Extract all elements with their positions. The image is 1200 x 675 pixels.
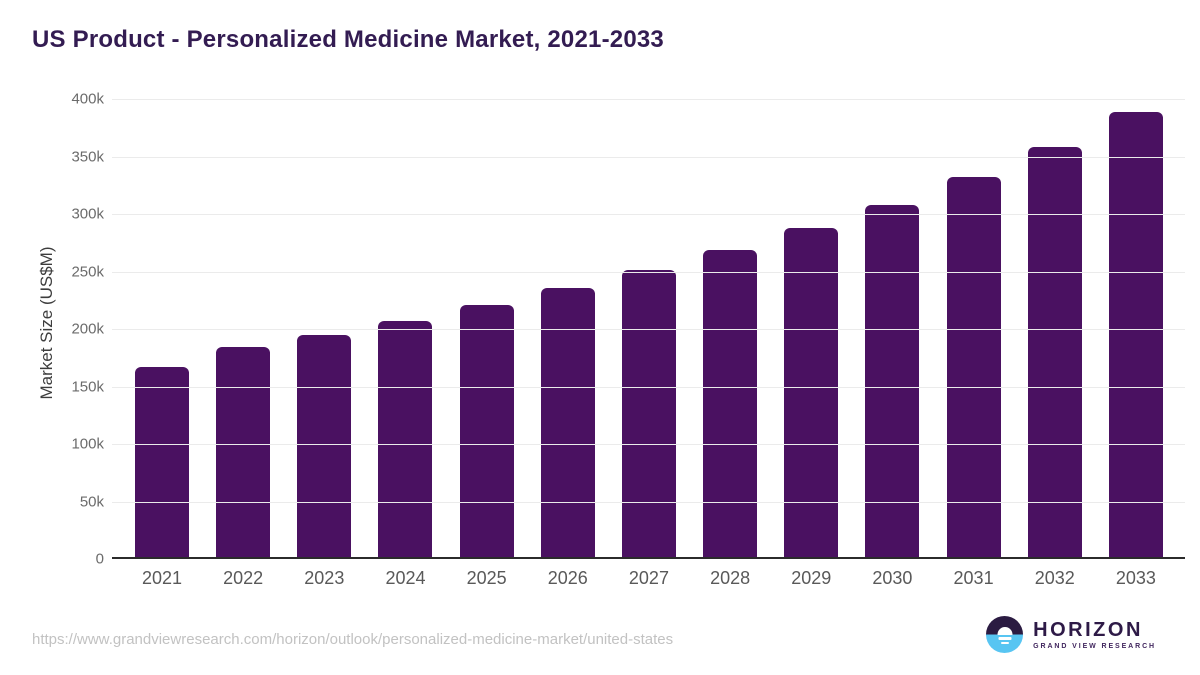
bar-2026 <box>540 288 595 557</box>
sun-dome-shape <box>997 626 1013 635</box>
source-url: https://www.grandviewresearch.com/horizo… <box>32 631 674 648</box>
x-tick-label: 2023 <box>304 568 345 588</box>
bar-2022 <box>216 347 271 557</box>
x-tick-label: 2021 <box>141 568 183 588</box>
bar-2021 <box>135 367 189 557</box>
y-tick-label: 200k <box>71 320 104 338</box>
gridline <box>112 386 1185 388</box>
gridline <box>112 271 1185 273</box>
y-tick-label: 400k <box>71 90 104 108</box>
gridline <box>112 156 1185 158</box>
y-tick-label: 150k <box>71 378 104 395</box>
bar-2029 <box>784 228 839 557</box>
bar-2027 <box>621 270 676 557</box>
logo-name: HORIZON <box>1033 618 1143 641</box>
sun-reflection-line <box>998 637 1012 640</box>
bar-2024 <box>378 321 433 557</box>
y-tick-label: 100k <box>71 435 104 453</box>
x-tick-label: 2033 <box>1115 568 1156 588</box>
x-axis-tick-labels: 2021 2022 2023 2024 2025 2026 2027 2028 2029 2030… <box>135 568 1163 589</box>
x-tick-label: 2024 <box>385 568 426 588</box>
bar-2030 <box>865 205 920 557</box>
gridline <box>112 214 1185 215</box>
x-tick-label: 2032 <box>1034 568 1075 588</box>
horizon-logo: HORIZON GRAND VIEW RESEARCH <box>986 616 1156 653</box>
x-tick-label: 2027 <box>628 568 669 588</box>
logo-subtitle: GRAND VIEW RESEARCH <box>1033 642 1156 650</box>
bar-2023 <box>297 335 352 557</box>
x-tick-label: 2026 <box>547 568 588 588</box>
x-tick-label: 2029 <box>791 568 832 588</box>
x-tick-label: 2028 <box>710 568 751 588</box>
x-axis-line <box>112 557 1185 559</box>
bar-2025 <box>459 305 514 557</box>
y-tick-label: 0 <box>95 550 104 568</box>
bar-2031 <box>946 177 1001 557</box>
y-axis-tick-labels: 0 50k 100k 150k 200k 250k 300k 350k 400k <box>0 91 104 568</box>
gridline <box>112 444 1185 445</box>
gridline <box>112 99 1185 100</box>
bar-2033 <box>1108 112 1163 557</box>
logo-wordmark: HORIZON GRAND VIEW RESEARCH <box>1033 620 1156 650</box>
y-tick-label: 300k <box>71 205 104 223</box>
y-tick-label: 350k <box>71 148 104 165</box>
sun-reflection-line <box>1000 642 1009 644</box>
plot-area <box>112 99 1185 559</box>
horizon-sun-icon <box>986 616 1024 653</box>
x-tick-label: 2030 <box>872 568 913 588</box>
x-tick-label: 2031 <box>953 568 994 588</box>
y-tick-label: 250k <box>71 263 104 280</box>
x-tick-label: 2025 <box>466 568 507 588</box>
x-tick-label: 2022 <box>223 568 264 588</box>
bars-container <box>135 99 1163 557</box>
gridline <box>112 329 1185 330</box>
chart-title: US Product - Personalized Medicine Marke… <box>32 26 664 53</box>
bar-2028 <box>703 250 758 557</box>
y-tick-label: 50k <box>79 493 104 510</box>
gridline <box>112 501 1185 503</box>
bar-2032 <box>1027 147 1082 557</box>
